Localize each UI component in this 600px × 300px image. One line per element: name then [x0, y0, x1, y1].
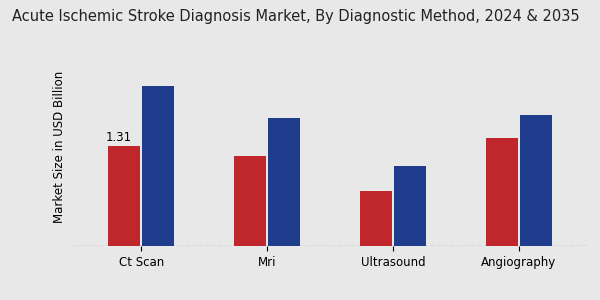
Bar: [360, 191, 392, 246]
Legend: 2024, 2035: 2024, 2035: [461, 0, 582, 1]
Bar: [235, 156, 266, 246]
Bar: [268, 118, 300, 246]
Bar: [394, 166, 425, 246]
Bar: [109, 146, 140, 246]
Text: 1.31: 1.31: [106, 131, 132, 144]
Bar: [142, 86, 174, 246]
Text: Acute Ischemic Stroke Diagnosis Market, By Diagnostic Method, 2024 & 2035: Acute Ischemic Stroke Diagnosis Market, …: [12, 9, 580, 24]
Y-axis label: Market Size in USD Billion: Market Size in USD Billion: [53, 71, 67, 223]
Bar: [520, 115, 551, 246]
Bar: [486, 138, 518, 246]
